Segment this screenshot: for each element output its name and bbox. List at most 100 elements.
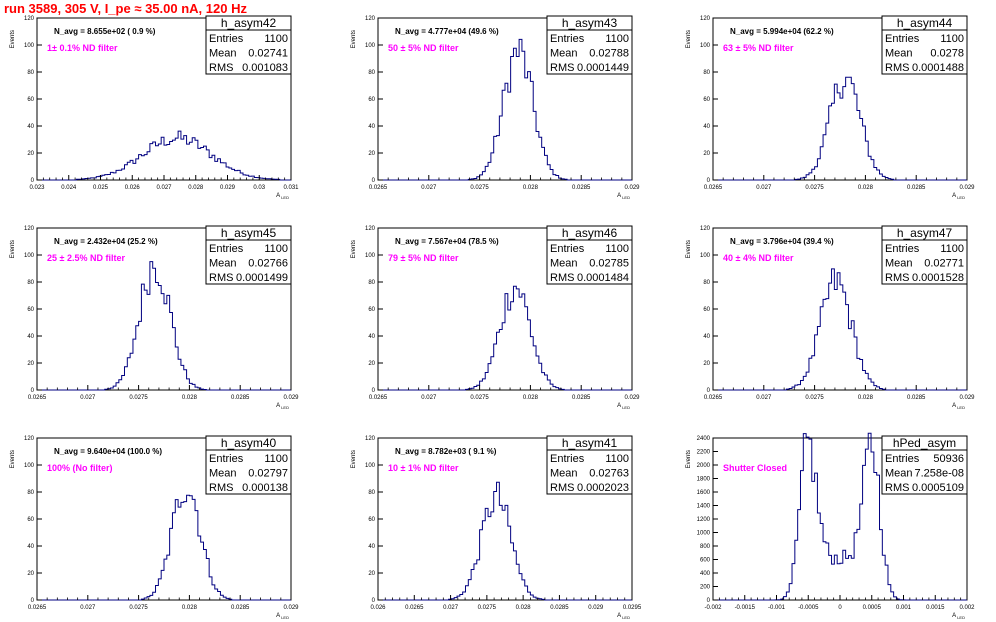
- histogram-line: [378, 38, 632, 181]
- y-tick-label: 60: [27, 307, 34, 313]
- stats-label: Mean: [885, 258, 913, 270]
- x-tick-label: -0.0015: [735, 605, 756, 611]
- x-tick-label: 0.031: [283, 185, 299, 191]
- x-axis-label: A LED: [952, 193, 965, 200]
- y-tick-label: 120: [24, 436, 35, 442]
- x-tick-label: 0.027: [421, 395, 437, 401]
- x-tick-label: 0.027: [421, 185, 437, 191]
- stats-label: RMS: [550, 62, 574, 74]
- x-tick-label: 0.03: [253, 185, 265, 191]
- y-tick-label: 60: [703, 307, 710, 313]
- panel-h_asym44: 0.0265 0.027 0.0275 0.028 0.0285 0.029 0 20 40 60…: [686, 15, 975, 200]
- x-tick-label: 0.029: [624, 395, 640, 401]
- y-tick-label: 20: [703, 151, 710, 157]
- x-tick-label: 0.0265: [28, 605, 47, 611]
- x-tick-label: 0.0285: [550, 605, 569, 611]
- y-tick-label: 1200: [697, 517, 711, 523]
- y-tick-label: 80: [703, 280, 710, 286]
- stats-box: [205, 435, 292, 495]
- x-tick-label: 0.027: [80, 605, 96, 611]
- histogram-line: [37, 261, 291, 391]
- x-tick-label: 0.029: [959, 395, 975, 401]
- x-tick-label: 0.0275: [470, 395, 489, 401]
- x-tick-label: -0.0005: [798, 605, 819, 611]
- x-tick-label: 0.028: [523, 185, 539, 191]
- x-tick-label: 0.0285: [231, 605, 250, 611]
- y-tick-label: 60: [368, 307, 375, 313]
- y-axis-label: Events: [351, 30, 357, 48]
- y-tick-label: 800: [700, 544, 711, 550]
- stats-label: Entries: [209, 453, 244, 465]
- x-tick-label: 0.0005: [863, 605, 882, 611]
- x-tick-label: 0.029: [588, 605, 604, 611]
- stats-value: 1100: [940, 243, 964, 255]
- x-tick-label: 0.026: [125, 185, 141, 191]
- y-tick-label: 40: [703, 124, 710, 130]
- stats-value: 0.02771: [924, 258, 964, 270]
- y-tick-label: 60: [368, 97, 375, 103]
- histogram-line: [713, 268, 967, 391]
- y-tick-label: 80: [368, 490, 375, 496]
- x-tick-label: 0.0285: [907, 185, 926, 191]
- y-tick-label: 200: [700, 585, 711, 591]
- filter-label: 25 ± 2.5% ND filter: [47, 253, 125, 263]
- x-tick-label: -0.002: [704, 605, 722, 611]
- stats-value: 1100: [264, 243, 288, 255]
- y-tick-label: 20: [368, 151, 375, 157]
- stats-label: Entries: [550, 33, 585, 45]
- y-tick-label: 60: [27, 97, 34, 103]
- navg-annotation: N_avg = 7.567e+04 (78.5 %): [395, 237, 499, 246]
- y-tick-label: 0: [372, 178, 376, 184]
- filter-label: 63 ± 5% ND filter: [723, 43, 794, 53]
- x-tick-label: 0: [838, 605, 842, 611]
- stats-label: Entries: [209, 33, 244, 45]
- x-tick-label: 0.0265: [28, 395, 47, 401]
- stats-box: [205, 15, 292, 75]
- stats-value: 0.0001484: [577, 272, 629, 284]
- stats-box: [205, 225, 292, 285]
- y-tick-label: 40: [27, 544, 34, 550]
- y-tick-label: 80: [27, 490, 34, 496]
- x-axis-label: A LED: [617, 613, 630, 620]
- y-tick-label: 100: [24, 253, 35, 259]
- histogram-line: [378, 285, 632, 391]
- x-tick-label: 0.026: [370, 605, 386, 611]
- stats-label: Entries: [885, 33, 920, 45]
- y-tick-label: 60: [368, 517, 375, 523]
- y-tick-label: 40: [27, 124, 34, 130]
- x-tick-label: 0.0285: [907, 395, 926, 401]
- stats-value: 0.02763: [589, 468, 629, 480]
- y-tick-label: 40: [703, 334, 710, 340]
- stats-value: 1100: [605, 33, 629, 45]
- y-tick-label: 100: [365, 253, 376, 259]
- y-tick-label: 1000: [697, 531, 711, 537]
- y-tick-label: 1600: [697, 490, 711, 496]
- y-tick-label: 0: [707, 178, 711, 184]
- stats-title: hPed_asym: [893, 436, 956, 450]
- x-tick-label: 0.029: [959, 185, 975, 191]
- x-tick-label: 0.025: [93, 185, 109, 191]
- x-tick-label: 0.0265: [704, 185, 723, 191]
- panel-h_asym46: 0.0265 0.027 0.0275 0.028 0.0285 0.029 0 20 40 60…: [351, 225, 640, 410]
- y-tick-label: 20: [27, 151, 34, 157]
- stats-box: [546, 225, 633, 285]
- x-axis-label: A LED: [617, 193, 630, 200]
- y-tick-label: 100: [24, 43, 35, 49]
- stats-label: Entries: [209, 243, 244, 255]
- y-axis-label: Events: [10, 450, 16, 468]
- y-tick-label: 80: [368, 280, 375, 286]
- y-tick-label: 0: [372, 388, 376, 394]
- x-tick-label: 0.0275: [129, 605, 148, 611]
- x-tick-label: 0.0015: [926, 605, 945, 611]
- histogram-line: [713, 76, 967, 181]
- x-tick-label: -0.001: [768, 605, 786, 611]
- panel-h_asym41: 0.026 0.0265 0.027 0.0275 0.028 0.0285 0.029 0.…: [351, 435, 642, 620]
- y-tick-label: 40: [27, 334, 34, 340]
- x-tick-label: 0.023: [29, 185, 45, 191]
- stats-title: h_asym42: [221, 16, 277, 30]
- x-axis-label: A LED: [276, 403, 289, 410]
- x-tick-label: 0.0275: [805, 185, 824, 191]
- stats-label: RMS: [209, 272, 233, 284]
- stats-label: RMS: [550, 272, 574, 284]
- stats-value: 0.0001449: [577, 62, 629, 74]
